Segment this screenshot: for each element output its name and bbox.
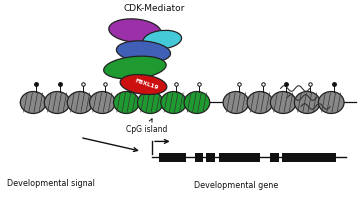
Bar xyxy=(282,153,336,162)
Bar xyxy=(219,153,260,162)
Ellipse shape xyxy=(116,42,171,63)
Ellipse shape xyxy=(20,92,46,114)
Ellipse shape xyxy=(161,92,186,114)
Ellipse shape xyxy=(104,57,166,80)
Ellipse shape xyxy=(270,92,296,114)
Ellipse shape xyxy=(120,75,167,95)
Ellipse shape xyxy=(109,20,161,43)
Bar xyxy=(206,153,215,162)
Ellipse shape xyxy=(184,92,210,114)
Ellipse shape xyxy=(113,92,139,114)
Ellipse shape xyxy=(90,92,115,114)
Bar xyxy=(159,153,186,162)
Ellipse shape xyxy=(67,92,93,114)
Bar xyxy=(270,153,279,162)
Bar xyxy=(195,153,203,162)
Ellipse shape xyxy=(223,92,249,114)
Ellipse shape xyxy=(247,92,273,114)
Text: Developmental gene: Developmental gene xyxy=(194,180,278,189)
Ellipse shape xyxy=(138,92,163,114)
Ellipse shape xyxy=(143,31,181,50)
Text: CpG island: CpG island xyxy=(126,119,168,134)
Ellipse shape xyxy=(318,92,344,114)
Ellipse shape xyxy=(294,92,320,114)
Text: Developmental signal: Developmental signal xyxy=(7,178,95,187)
Ellipse shape xyxy=(44,92,70,114)
Text: CDK-Mediator: CDK-Mediator xyxy=(123,4,184,13)
Text: FBXL19: FBXL19 xyxy=(134,78,159,90)
